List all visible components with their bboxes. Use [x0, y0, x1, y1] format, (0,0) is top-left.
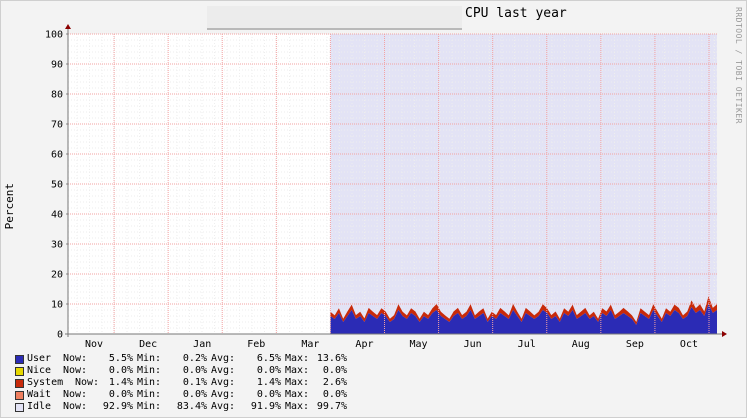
legend-swatch-user — [15, 355, 24, 364]
legend-now-label: Now: — [63, 389, 88, 400]
legend-avg: 0.0% — [256, 389, 281, 400]
legend-avg: 91.9% — [250, 401, 281, 412]
legend-avg: 1.4% — [256, 377, 281, 388]
legend-now: 0.0% — [108, 389, 133, 400]
y-tick-label: 30 — [51, 240, 63, 251]
legend-max: 0.0% — [322, 365, 347, 376]
legend-max-label: Max: — [285, 353, 310, 364]
legend-now: 1.4% — [108, 377, 133, 388]
legend-now-label: Now: — [63, 365, 88, 376]
x-tick-label-sep: Sep — [626, 339, 644, 350]
legend-max: 99.7% — [316, 401, 347, 412]
y-axis-arrow — [65, 24, 71, 29]
legend-min-label: Min: — [137, 389, 162, 400]
y-tick-label: 100 — [45, 30, 63, 41]
y-tick-label: 40 — [51, 210, 63, 221]
legend-label: Wait — [27, 389, 52, 400]
legend-swatch-nice — [15, 367, 24, 376]
legend-max-label: Max: — [285, 389, 310, 400]
x-axis-arrow — [722, 331, 727, 337]
legend-min: 0.0% — [182, 389, 207, 400]
chart-title: CPU last year — [465, 6, 567, 21]
y-tick-label: 90 — [51, 60, 63, 71]
legend-min-label: Min: — [137, 353, 162, 364]
x-tick-label-feb: Feb — [247, 339, 265, 350]
legend-min: 0.2% — [182, 353, 207, 364]
legend-min-label: Min: — [137, 365, 162, 376]
legend-max-label: Max: — [285, 401, 310, 412]
legend-label: Nice — [27, 365, 52, 376]
series-user-area — [330, 304, 717, 334]
legend-max: 2.6% — [322, 377, 347, 388]
legend-swatch-idle — [15, 403, 24, 412]
legend-avg-label: Avg: — [211, 401, 236, 412]
y-tick-label: 0 — [57, 330, 63, 341]
x-tick-label-dec: Dec — [139, 339, 157, 350]
legend-swatch-system — [15, 379, 24, 388]
legend-label: Idle — [27, 401, 52, 412]
legend-avg-label: Avg: — [211, 377, 236, 388]
y-tick-label: 70 — [51, 120, 63, 131]
redacted-hostname-bar — [207, 6, 462, 30]
legend-max-label: Max: — [285, 377, 310, 388]
x-tick-label-jan: Jan — [193, 339, 211, 350]
legend-avg-label: Avg: — [211, 389, 236, 400]
legend-max: 13.6% — [316, 353, 347, 364]
legend-now: 5.5% — [108, 353, 133, 364]
legend-now-label: Now: — [75, 377, 100, 388]
legend-now: 92.9% — [102, 401, 133, 412]
y-tick-label: 80 — [51, 90, 63, 101]
legend-min: 0.0% — [182, 365, 207, 376]
x-tick-label-oct: Oct — [680, 339, 698, 350]
legend-swatch-wait — [15, 391, 24, 400]
legend-label: User — [27, 353, 52, 364]
legend-now-label: Now: — [63, 401, 88, 412]
x-tick-label-apr: Apr — [355, 339, 373, 350]
legend-avg: 0.0% — [256, 365, 281, 376]
legend-max-label: Max: — [285, 365, 310, 376]
x-tick-label-jun: Jun — [464, 339, 482, 350]
series-system-area — [330, 296, 717, 325]
x-tick-label-mar: Mar — [301, 339, 319, 350]
y-tick-label: 10 — [51, 300, 63, 311]
y-tick-label: 50 — [51, 180, 63, 191]
x-tick-label-may: May — [410, 339, 428, 350]
legend-min: 83.4% — [176, 401, 207, 412]
y-tick-label: 20 — [51, 270, 63, 281]
rrdtool-watermark: RRDTOOL / TOBI OETIKER — [734, 7, 743, 124]
x-tick-label-nov: Nov — [85, 339, 103, 350]
x-tick-label-aug: Aug — [572, 339, 590, 350]
y-tick-label: 60 — [51, 150, 63, 161]
legend-max: 0.0% — [322, 389, 347, 400]
legend-avg: 6.5% — [256, 353, 281, 364]
legend-now-label: Now: — [63, 353, 88, 364]
legend-avg-label: Avg: — [211, 365, 236, 376]
x-tick-label-jul: Jul — [518, 339, 536, 350]
cpu-chart: 0 10 20 30 40 50 60 70 80 90 100 Nov Dec Jan Feb Mar Apr… — [45, 24, 727, 350]
legend-label: System — [27, 377, 64, 388]
legend-now: 0.0% — [108, 365, 133, 376]
legend-avg-label: Avg: — [211, 353, 236, 364]
legend-min: 0.1% — [182, 377, 207, 388]
legend-min-label: Min: — [137, 401, 162, 412]
legend-min-label: Min: — [137, 377, 162, 388]
